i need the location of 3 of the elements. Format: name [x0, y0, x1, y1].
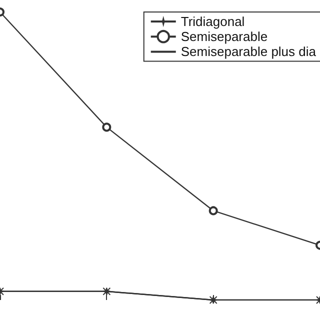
legend-label: Semiseparable [180, 29, 268, 44]
legend-label: Semiseparable plus dia [180, 44, 317, 60]
legend-label: Tridiagonal [180, 14, 245, 29]
